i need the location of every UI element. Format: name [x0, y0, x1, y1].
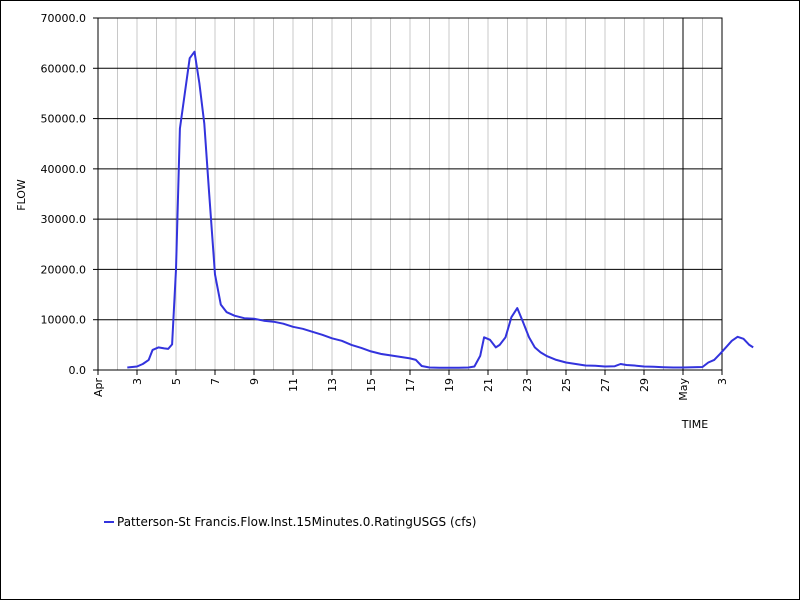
- x-tick-label: 17: [404, 378, 417, 392]
- y-tick-label: 60000.0: [41, 62, 87, 75]
- legend-label: Patterson-St Francis.Flow.Inst.15Minutes…: [117, 515, 477, 529]
- x-axis-title: TIME: [681, 418, 708, 431]
- legend-swatch: [104, 521, 114, 523]
- x-tick-label: Apr: [92, 378, 105, 398]
- y-tick-label: 0.0: [69, 364, 87, 377]
- x-tick-label: 3: [131, 378, 144, 385]
- x-tick-label: 11: [287, 378, 300, 392]
- x-axis-ticks: Apr 3 5 7 9 11 13 15 17 19 21 23 25 27 29 May 3: [92, 370, 729, 401]
- x-tick-label: 21: [482, 378, 495, 392]
- x-tick-label: 23: [521, 378, 534, 392]
- x-tick-label: 7: [209, 378, 222, 385]
- y-tick-label: 20000.0: [41, 263, 87, 276]
- x-tick-label: 19: [443, 378, 456, 392]
- y-axis-title: FLOW: [15, 179, 28, 211]
- y-tick-label: 40000.0: [41, 163, 87, 176]
- flow-series-line: [127, 50, 754, 369]
- x-tick-label: 27: [599, 378, 612, 392]
- y-tick-label: 70000.0: [41, 12, 87, 25]
- x-tick-label: 3: [716, 378, 729, 385]
- x-tick-label: 15: [365, 378, 378, 392]
- grid-layer: [98, 17, 722, 371]
- x-tick-label: 5: [170, 378, 183, 385]
- y-axis-ticks: 0.0 10000.0 20000.0 30000.0 40000.0 50000.0 60…: [41, 12, 98, 377]
- y-tick-label: 50000.0: [41, 113, 87, 126]
- y-tick-label: 10000.0: [41, 314, 87, 327]
- series-layer: [127, 50, 754, 369]
- x-tick-label: 29: [638, 378, 651, 392]
- legend: Patterson-St Francis.Flow.Inst.15Minutes…: [104, 515, 476, 529]
- y-tick-label: 30000.0: [41, 213, 87, 226]
- x-tick-label: 9: [248, 378, 261, 385]
- x-tick-label: 25: [560, 378, 573, 392]
- x-tick-label: 13: [326, 378, 339, 392]
- x-tick-label: May: [677, 378, 690, 401]
